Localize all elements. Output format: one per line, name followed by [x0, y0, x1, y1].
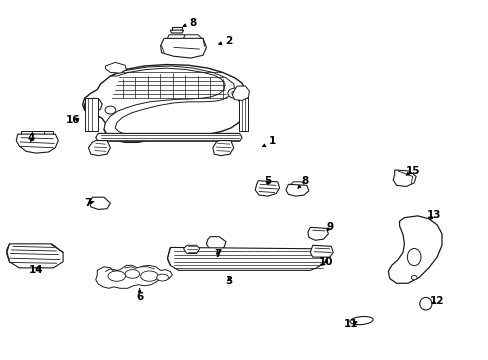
Polygon shape — [96, 265, 172, 288]
Polygon shape — [232, 86, 249, 100]
Ellipse shape — [125, 270, 140, 278]
Ellipse shape — [419, 297, 431, 310]
Polygon shape — [255, 181, 279, 196]
Polygon shape — [392, 170, 415, 186]
Polygon shape — [212, 140, 233, 156]
Text: 4: 4 — [27, 133, 35, 143]
Ellipse shape — [407, 248, 420, 266]
Text: 13: 13 — [426, 210, 440, 220]
Polygon shape — [82, 64, 244, 142]
Ellipse shape — [105, 106, 116, 114]
Text: 5: 5 — [264, 176, 271, 186]
Polygon shape — [307, 227, 328, 240]
Polygon shape — [160, 39, 206, 58]
Text: 16: 16 — [65, 115, 80, 125]
Text: 9: 9 — [325, 222, 333, 232]
Text: 1: 1 — [262, 136, 276, 147]
Text: 7: 7 — [83, 198, 94, 208]
Ellipse shape — [349, 316, 372, 325]
Polygon shape — [105, 62, 126, 73]
Text: 10: 10 — [319, 257, 333, 267]
Polygon shape — [183, 245, 199, 253]
Ellipse shape — [410, 275, 416, 280]
Text: 6: 6 — [136, 289, 143, 302]
Polygon shape — [89, 197, 110, 210]
Polygon shape — [88, 140, 110, 156]
Polygon shape — [16, 134, 58, 153]
Polygon shape — [387, 216, 441, 283]
Polygon shape — [238, 98, 248, 131]
Polygon shape — [285, 184, 308, 196]
Ellipse shape — [227, 88, 241, 98]
Polygon shape — [310, 245, 332, 257]
Polygon shape — [96, 134, 242, 141]
Polygon shape — [84, 98, 102, 112]
Ellipse shape — [141, 271, 158, 281]
Polygon shape — [170, 30, 183, 33]
Text: 15: 15 — [405, 166, 419, 176]
Text: 14: 14 — [28, 265, 43, 275]
Ellipse shape — [231, 91, 237, 95]
Polygon shape — [6, 244, 63, 268]
Text: 2: 2 — [218, 36, 232, 46]
Text: 8: 8 — [297, 176, 308, 188]
Text: 3: 3 — [225, 276, 232, 286]
Text: 11: 11 — [343, 319, 357, 329]
Text: 8: 8 — [183, 18, 197, 28]
Ellipse shape — [157, 274, 168, 281]
Polygon shape — [167, 247, 328, 270]
Text: 12: 12 — [429, 296, 444, 306]
Polygon shape — [104, 66, 234, 135]
Polygon shape — [84, 98, 98, 131]
Ellipse shape — [108, 271, 125, 281]
Text: 7: 7 — [214, 248, 221, 258]
Polygon shape — [206, 237, 225, 250]
